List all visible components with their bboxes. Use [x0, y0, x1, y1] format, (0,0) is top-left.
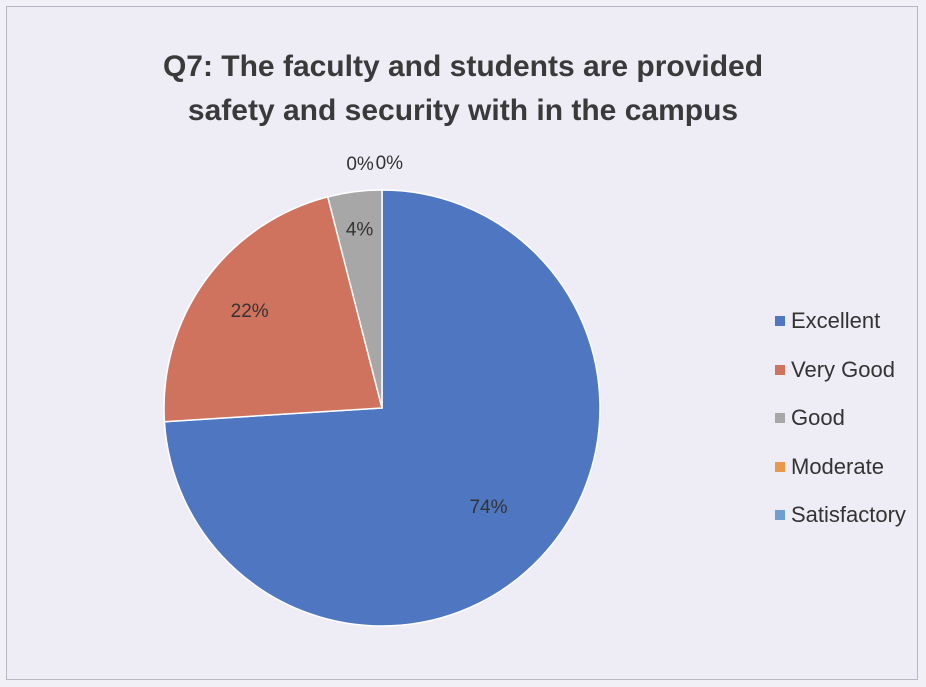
pie-chart: 74% 22% 4% 0% 0%	[163, 153, 601, 627]
chart-title: Q7: The faculty and students are provide…	[7, 45, 919, 133]
chart-title-line-1: Q7: The faculty and students are provide…	[162, 50, 764, 83]
legend-label-satisfactory: Satisfactory	[791, 502, 906, 527]
pie-slice-good	[326, 189, 383, 409]
pie-slice-very-good	[163, 195, 383, 423]
legend-item-excellent: Excellent	[775, 307, 925, 356]
chart-area: Q7: The faculty and students are provide…	[6, 6, 918, 680]
legend-swatch-very-good	[775, 364, 785, 375]
legend-swatch-moderate	[775, 461, 785, 472]
legend-swatch-satisfactory	[775, 510, 785, 520]
legend: Excellent Very Good Good Moderate Satisf…	[775, 307, 925, 550]
data-label-good: 4%	[346, 220, 374, 241]
legend-item-satisfactory: Satisfactory	[775, 501, 925, 550]
legend-swatch-excellent	[775, 316, 785, 326]
legend-item-good: Good	[775, 404, 925, 453]
legend-label-very-good: Very Good	[791, 356, 895, 382]
legend-item-moderate: Moderate	[775, 453, 925, 502]
data-label-satisfactory: 0%	[376, 153, 404, 174]
chart-title-line-2: safety and security with in the campus	[187, 94, 739, 127]
legend-swatch-good	[775, 413, 785, 423]
legend-label-excellent: Excellent	[791, 308, 881, 333]
data-label-moderate: 0%	[346, 154, 374, 175]
legend-label-moderate: Moderate	[791, 453, 884, 479]
legend-item-very-good: Very Good	[775, 356, 925, 405]
legend-label-good: Good	[791, 405, 845, 430]
data-label-excellent: 74%	[469, 497, 507, 518]
data-label-very-good: 22%	[231, 301, 269, 322]
